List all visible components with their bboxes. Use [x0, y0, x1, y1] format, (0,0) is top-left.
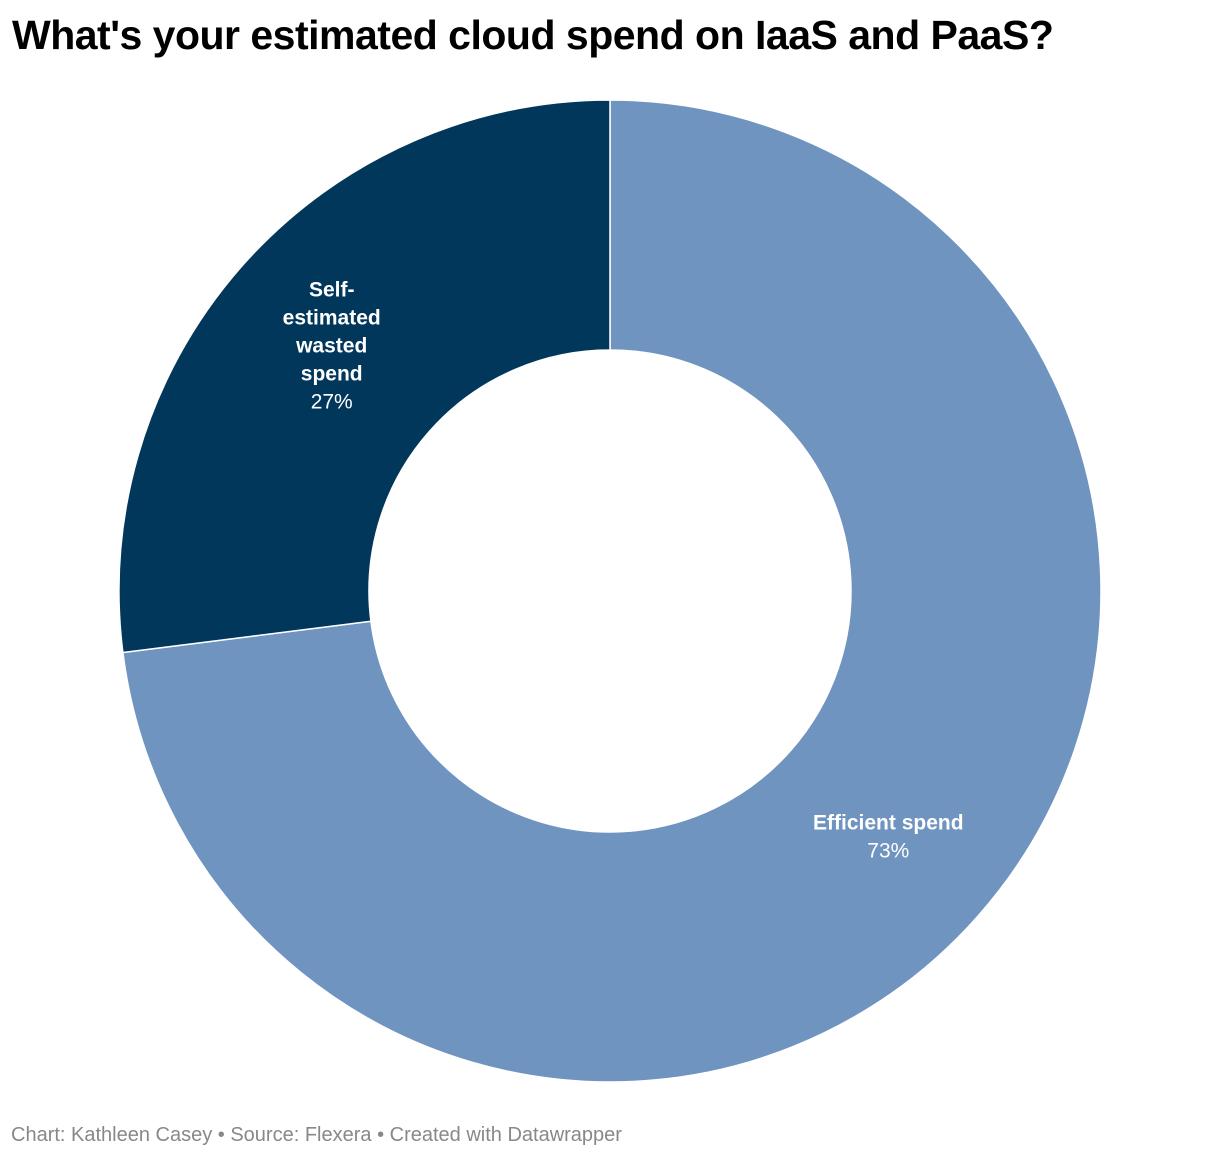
slice-label-value: 27%	[311, 391, 353, 414]
chart-title: What's your estimated cloud spend on Iaa…	[12, 12, 1054, 58]
slice-label-name: Self-	[309, 279, 355, 302]
chart-credit: Chart: Kathleen Casey • Source: Flexera …	[11, 1124, 622, 1146]
slice-label-1: Self-estimated wasted spend 27%	[283, 279, 381, 414]
slice-label-0: Efficient spend 73%	[813, 811, 964, 862]
slice-label-name: estimated	[283, 307, 381, 330]
donut-slice-1	[118, 99, 611, 654]
slice-label-name: spend	[301, 363, 363, 386]
labels-layer: Efficient spend 73% Self-estimated wasted sp…	[283, 279, 964, 863]
donut-slice-0	[122, 99, 1102, 1083]
slice-label-name: wasted	[295, 335, 367, 358]
slice-label-value: 73%	[867, 839, 909, 862]
slices-layer	[118, 99, 1102, 1083]
slice-label-name: Efficient spend	[813, 811, 964, 834]
